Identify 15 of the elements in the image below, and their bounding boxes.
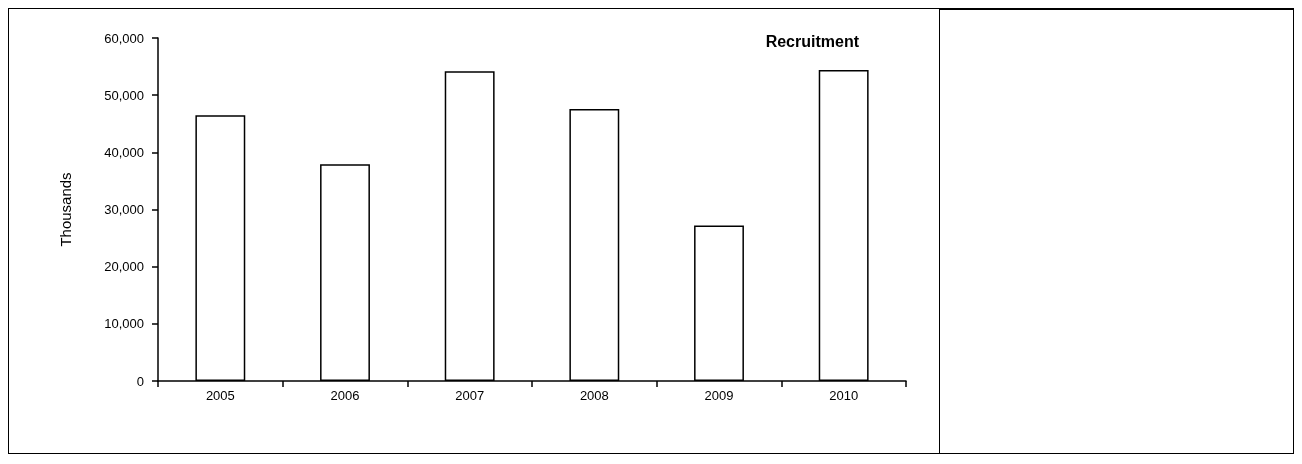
y-axis-title: Thousands: [57, 172, 74, 247]
x-tick-label: 2006: [330, 388, 360, 403]
x-tick-label: 2010: [829, 388, 859, 403]
y-tick-label: 20,000: [104, 259, 144, 275]
x-tick-label: 2008: [579, 388, 609, 403]
chart-title: Recruitment: [765, 32, 860, 50]
y-tick-label: 10,000: [104, 316, 144, 332]
x-tick-label: 2005: [205, 388, 235, 403]
y-tick-label: 30,000: [104, 202, 144, 217]
x-tick-label: 2009: [704, 388, 734, 403]
x-tick-label: 2007: [455, 388, 485, 403]
y-tick-label: 0: [136, 373, 144, 389]
y-tick-label: 50,000: [104, 87, 144, 103]
y-tick-label: 60,000: [104, 30, 144, 46]
y-tick-label: 40,000: [104, 144, 144, 160]
